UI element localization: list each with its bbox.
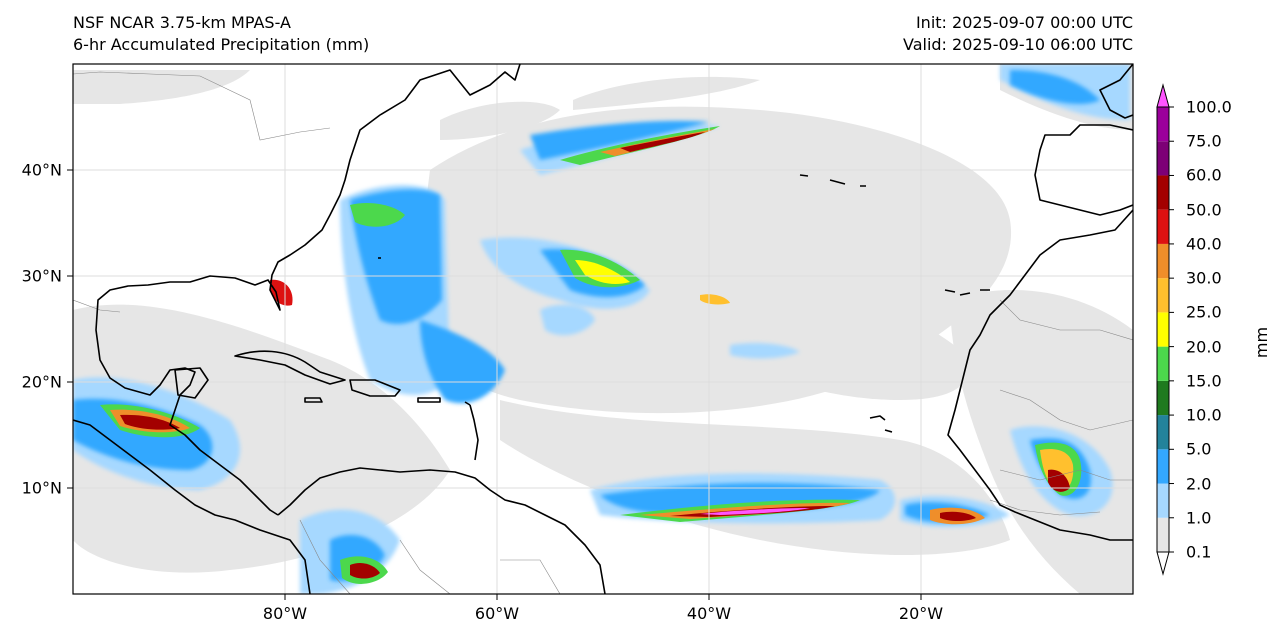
colorbar-level-label: 10.0 [1186, 405, 1222, 425]
jamaica [304, 397, 323, 403]
colorbar-level-label: 0.1 [1186, 542, 1212, 562]
lon-tick-label: 20°W [898, 604, 944, 623]
colorbar-bin [1157, 278, 1169, 313]
colorbar-level-label: 2.0 [1186, 474, 1212, 494]
azores [799, 174, 866, 187]
europe-iberia [1034, 124, 1133, 216]
colorbar-level-label: 50.0 [1186, 200, 1222, 220]
colorbar-level-label: 30.0 [1186, 268, 1222, 288]
field-name: 6-hr Accumulated Precipitation (mm) [73, 35, 370, 54]
colorbar-bin [1157, 141, 1169, 176]
colorbar-level-label: 100.0 [1186, 97, 1232, 117]
south-america-coast [277, 467, 606, 594]
colorbar-level-label: 40.0 [1186, 234, 1222, 254]
colorbar-bin [1157, 346, 1169, 381]
cape-verde [869, 415, 893, 433]
puerto-rico [417, 397, 441, 403]
pacific-coast [73, 419, 311, 594]
cuba [234, 350, 346, 385]
colorbar-extend-high [1156, 83, 1170, 108]
colorbar-level-label: 60.0 [1186, 165, 1222, 185]
colorbar-level-label: 20.0 [1186, 337, 1222, 357]
axis-ticks [67, 169, 922, 600]
colorbar-bins [1157, 107, 1169, 552]
itcz-heavy-band [620, 499, 860, 522]
lon-tick-label: 40°W [686, 604, 732, 623]
west-africa-coast-heavy [930, 507, 985, 525]
colorbar-bin [1157, 243, 1169, 279]
colorbar-bin [1157, 107, 1169, 142]
lon-tick-label: 60°W [474, 604, 520, 623]
map-frame [72, 63, 1134, 595]
europe-france [1099, 64, 1133, 119]
lesser-antilles [464, 401, 479, 461]
lat-tick-label: 40°N [21, 160, 62, 180]
colorbar-level-label: 75.0 [1186, 131, 1222, 151]
colorbar-bin [1157, 175, 1169, 210]
coastlines [73, 64, 1133, 594]
colorbar-ticks [1169, 106, 1174, 553]
valid-time: Valid: 2025-09-10 06:00 UTC [902, 35, 1133, 54]
colorbar-extend-low [1156, 551, 1170, 576]
colorbar-level-label: 1.0 [1186, 508, 1212, 528]
yucatan [174, 367, 209, 399]
country-borders [73, 71, 1133, 594]
hispaniola [349, 379, 401, 397]
model-name: NSF NCAR 3.75-km MPAS-A [73, 13, 291, 32]
title-left: NSF NCAR 3.75-km MPAS-A 6-hr Accumulated… [73, 12, 369, 56]
western-atlantic-heavy [270, 203, 730, 306]
colorbar-unit: mm [1252, 326, 1272, 359]
colorbar-outline [1156, 106, 1170, 553]
colorbar-bin [1157, 517, 1169, 552]
colorbar-level-label: 25.0 [1186, 302, 1222, 322]
lon-tick-label: 80°W [262, 604, 308, 623]
colorbar-level-label: 5.0 [1186, 439, 1212, 459]
south-america-heavy [340, 556, 388, 584]
west-africa-heavy [1035, 442, 1082, 496]
map-panel [73, 64, 1133, 594]
colorbar [1156, 83, 1174, 576]
init-time: Init: 2025-09-07 00:00 UTC [915, 13, 1133, 32]
colorbar-bin [1157, 483, 1169, 518]
lat-tick-label: 30°N [21, 266, 62, 286]
north-atlantic-front-heavy [560, 126, 720, 165]
colorbar-bin [1157, 312, 1169, 347]
colorbar-bin [1157, 449, 1169, 484]
title-right: Init: 2025-09-07 00:00 UTC Valid: 2025-0… [903, 12, 1133, 56]
lat-tick-label: 10°N [21, 478, 62, 498]
lat-tick-label: 20°N [21, 372, 62, 392]
africa-west-coast [947, 209, 1133, 541]
colorbar-bin [1157, 415, 1169, 450]
north-america-east-coast [95, 64, 521, 516]
map-gridlines [73, 64, 1133, 594]
colorbar-bin [1157, 209, 1169, 244]
colorbar-bin [1157, 380, 1169, 416]
precip-light-field [73, 64, 1133, 594]
canary-islands [944, 289, 990, 296]
colorbar-level-label: 15.0 [1186, 371, 1222, 391]
